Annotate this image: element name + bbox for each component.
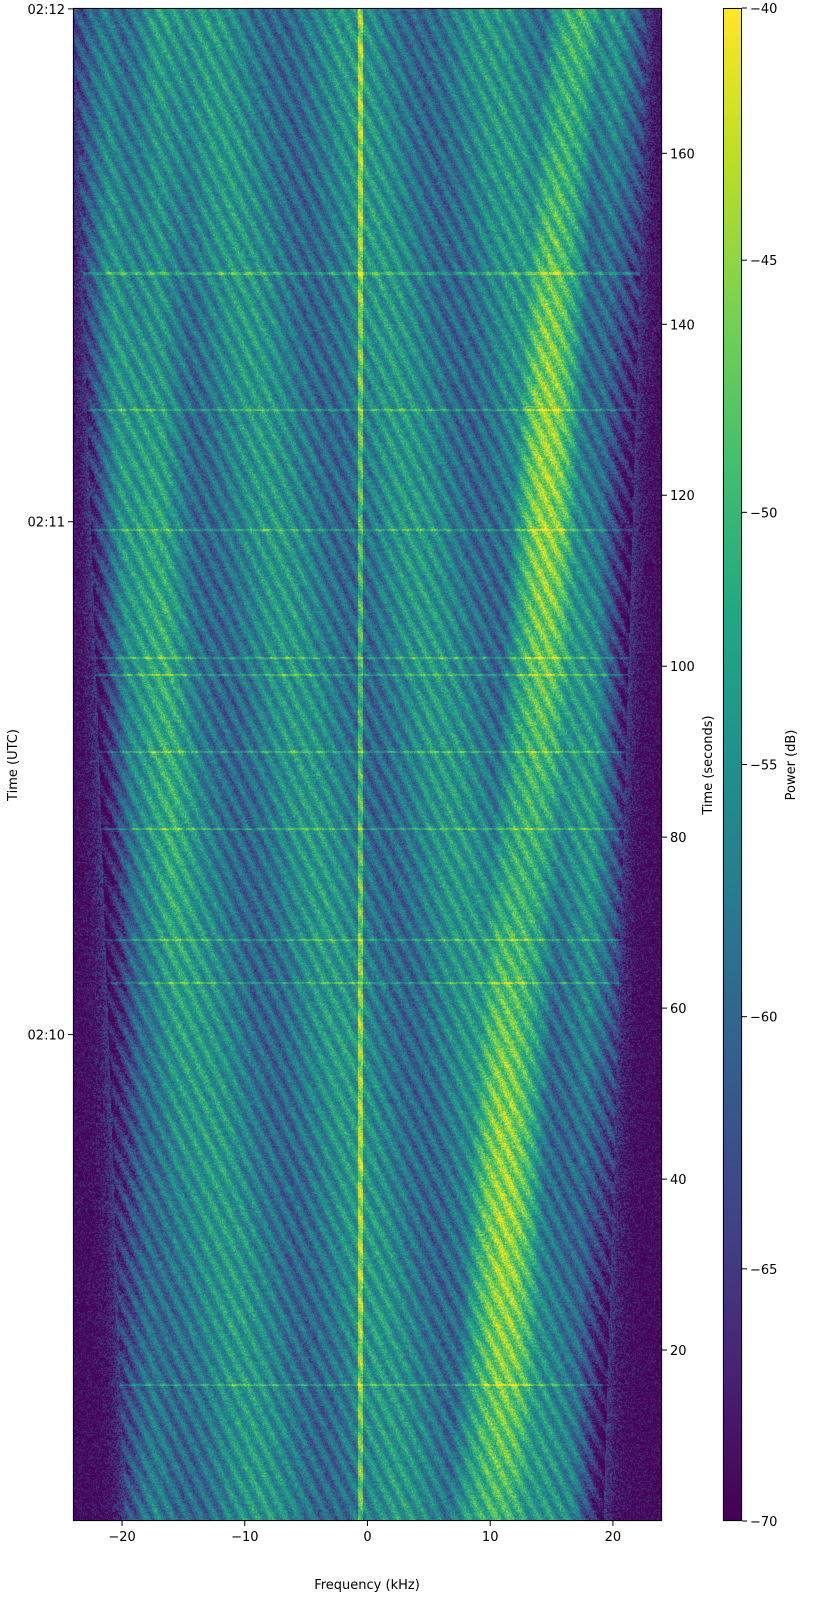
right-tick-label: 160 xyxy=(670,147,695,162)
right-y-axis-label: Time (seconds) xyxy=(701,715,716,815)
x-tick-label: 20 xyxy=(605,1530,622,1545)
x-axis-label: Frequency (kHz) xyxy=(314,1578,420,1593)
colorbar-tick-label: −40 xyxy=(750,2,777,17)
x-tick-label: 10 xyxy=(482,1530,499,1545)
x-tick-label: −20 xyxy=(108,1530,135,1545)
colorbar-tick-label: −55 xyxy=(750,759,777,774)
colorbar-label: Power (dB) xyxy=(784,730,799,801)
left-tick-label: 02:10 xyxy=(28,1029,65,1044)
axes-frames xyxy=(73,8,742,1521)
right-tick-label: 20 xyxy=(670,1344,687,1359)
colorbar-tick-label: −45 xyxy=(750,254,777,269)
colorbar-tick-label: −50 xyxy=(750,506,777,521)
left-tick-label: 02:11 xyxy=(28,516,65,531)
colorbar-tick-label: −70 xyxy=(750,1515,777,1530)
right-tick-label: 100 xyxy=(670,660,695,675)
colorbar-frame xyxy=(723,8,742,1521)
left-time-axis-ticks: 02:10 02:11 02:12 xyxy=(28,3,73,1044)
colorbar-tick-label: −65 xyxy=(750,1263,777,1278)
plot-frame xyxy=(73,8,662,1521)
right-tick-label: 120 xyxy=(670,489,695,504)
colorbar-tick-label: −60 xyxy=(750,1011,777,1026)
right-tick-label: 60 xyxy=(670,1002,687,1017)
left-tick-label: 02:12 xyxy=(28,3,65,18)
colorbar-ticks: −40 −45 −50 −55 −60 −65 −70 xyxy=(742,2,777,1530)
right-tick-label: 40 xyxy=(670,1173,687,1188)
x-tick-label: 0 xyxy=(363,1530,371,1545)
right-time-axis-ticks: 20 40 60 80 100 120 140 160 xyxy=(662,147,695,1359)
x-axis-ticks: −20 −10 0 10 20 xyxy=(108,1521,621,1545)
left-y-axis-label: Time (UTC) xyxy=(6,729,21,802)
right-tick-label: 140 xyxy=(670,318,695,333)
x-tick-label: −10 xyxy=(231,1530,258,1545)
right-tick-label: 80 xyxy=(670,831,687,846)
